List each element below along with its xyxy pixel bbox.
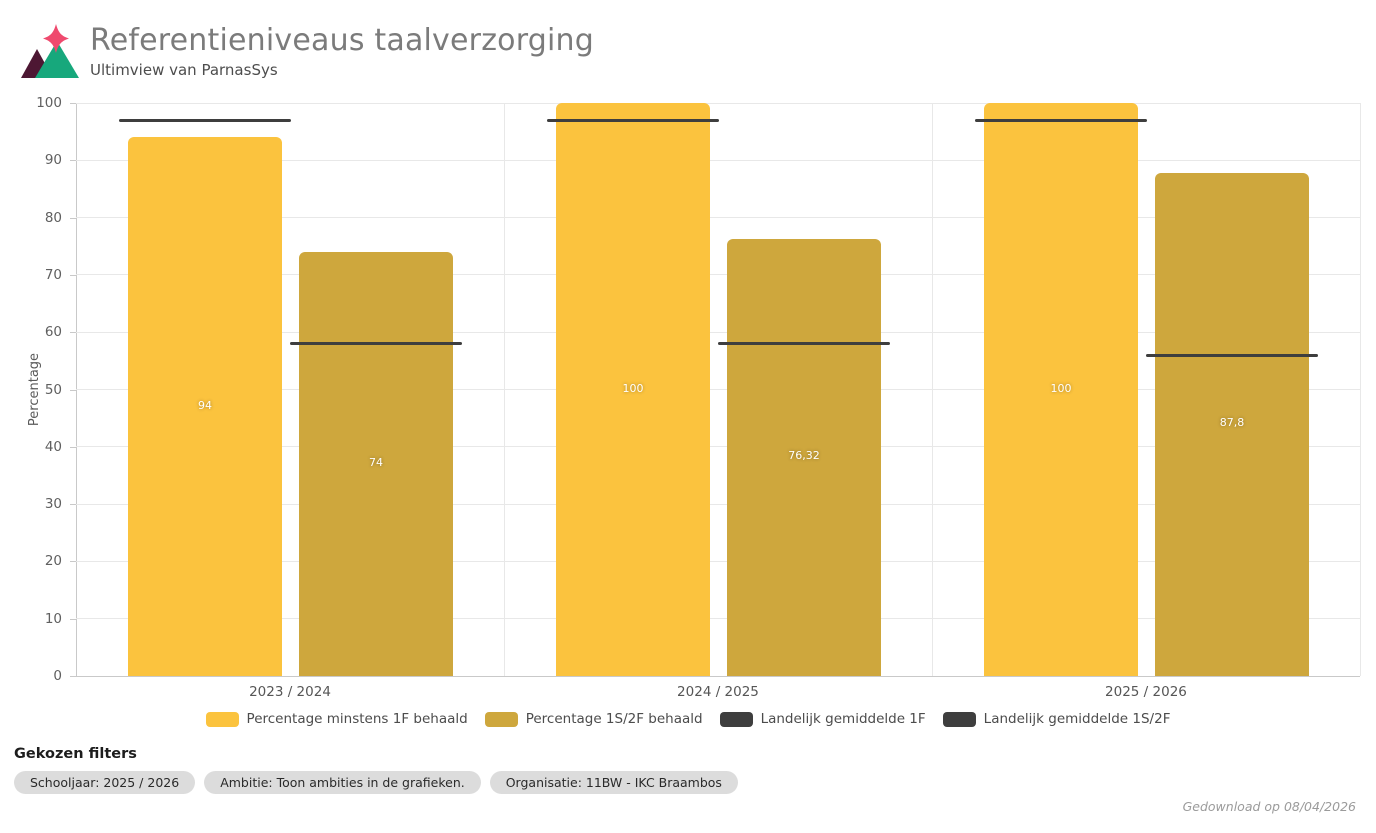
header-titles: Referentieniveaus taalverzorging Ultimvi…	[90, 22, 594, 79]
x-axis-labels: 2023 / 2024 2024 / 2025 2025 / 2026	[76, 684, 1360, 700]
gridline	[76, 560, 1360, 562]
download-note: Gedownload op 08/04/2026	[1182, 799, 1356, 814]
filter-chips: Schooljaar: 2025 / 2026 Ambitie: Toon am…	[14, 771, 738, 794]
gridline	[76, 102, 1360, 104]
legend-swatch-1f-behaald	[205, 711, 239, 727]
bar-1s2f-1	[727, 238, 881, 676]
y-tick-mark	[70, 618, 76, 620]
x-axis-label-2023-2024: 2023 / 2024	[249, 684, 331, 700]
gridline	[76, 503, 1360, 505]
y-tick-mark	[70, 217, 76, 219]
legend-item-landelijk-1s2f: Landelijk gemiddelde 1S/2F	[942, 711, 1171, 727]
legend-swatch-landelijk-1s2f	[942, 711, 976, 727]
bar-value-label: 94	[198, 398, 212, 412]
category-separator	[931, 103, 933, 676]
gridline	[76, 389, 1360, 390]
y-tick-mark	[70, 676, 76, 677]
y-tick-mark	[70, 504, 76, 506]
category-separator	[1359, 103, 1361, 676]
ultimview-logo	[21, 24, 79, 78]
bar-value-label: 100	[1050, 381, 1072, 395]
bar-1s2f-2	[1155, 172, 1309, 676]
y-tick-label: 70	[44, 266, 62, 283]
bar-value-label: 100	[622, 381, 644, 395]
national-average-line-1s2f-0	[290, 342, 462, 346]
bar-value-label: 74	[369, 455, 383, 469]
y-tick-mark	[70, 160, 76, 162]
legend-label: Landelijk gemiddelde 1F	[760, 711, 926, 727]
legend-swatch-1s2f-behaald	[484, 711, 518, 727]
y-tick-label: 30	[44, 496, 62, 513]
legend-item-1f-behaald: Percentage minstens 1F behaald	[205, 711, 468, 727]
logo-teal-mountain	[35, 41, 79, 78]
bar-value-label: 87,8	[1219, 416, 1245, 430]
legend-item-landelijk-1f: Landelijk gemiddelde 1F	[719, 711, 926, 727]
page-title: Referentieniveaus taalverzorging	[90, 23, 594, 58]
y-tick-mark	[70, 561, 76, 563]
filter-chip-ambitie: Ambitie: Toon ambities in de grafieken.	[204, 771, 481, 794]
bar-1s2f-0	[299, 251, 453, 676]
y-axis-ticks: 0 10 20 30 40 50 60 70 80 90 100	[0, 95, 76, 684]
gridline	[76, 618, 1360, 620]
plot-area: 94 74 100 76,32 100 87,8	[76, 102, 1361, 677]
y-tick-label: 100	[36, 95, 62, 111]
bar-1f-2	[984, 103, 1138, 676]
gridline	[76, 446, 1360, 448]
national-average-line-1f-0	[119, 118, 291, 122]
y-tick-label: 90	[44, 152, 62, 169]
national-average-line-1f-2	[975, 118, 1147, 122]
y-tick-mark	[70, 389, 76, 391]
y-tick-label: 80	[44, 209, 62, 226]
legend-swatch-landelijk-1f	[719, 711, 753, 727]
national-average-line-1s2f-1	[718, 342, 890, 346]
y-tick-label: 60	[44, 324, 62, 341]
y-tick-mark	[70, 332, 76, 334]
national-average-line-1s2f-2	[1146, 353, 1318, 357]
gridline	[76, 331, 1360, 333]
bar-value-label: 76,32	[788, 449, 820, 463]
page-subtitle: Ultimview van ParnasSys	[90, 60, 278, 79]
y-tick-label: 40	[44, 438, 62, 455]
x-axis-label-2025-2026: 2025 / 2026	[1105, 684, 1187, 700]
y-tick-mark	[70, 103, 76, 104]
x-axis-line	[76, 676, 1360, 677]
filters-title: Gekozen filters	[14, 746, 137, 762]
x-axis-label-2024-2025: 2024 / 2025	[677, 684, 759, 700]
chosen-filters: Gekozen filters Schooljaar: 2025 / 2026 …	[14, 746, 738, 794]
gridline	[76, 274, 1360, 276]
category-separator	[503, 103, 505, 676]
y-tick-mark	[70, 446, 76, 448]
legend-label: Landelijk gemiddelde 1S/2F	[983, 711, 1171, 727]
legend-item-1s2f-behaald: Percentage 1S/2F behaald	[484, 711, 703, 727]
y-tick-label: 50	[44, 381, 62, 398]
report-header: Referentieniveaus taalverzorging Ultimvi…	[18, 22, 594, 84]
legend-label: Percentage 1S/2F behaald	[525, 711, 703, 727]
chart-legend: Percentage minstens 1F behaald Percentag…	[0, 711, 1376, 727]
logo-sparkle-icon	[43, 24, 69, 53]
legend-label: Percentage minstens 1F behaald	[246, 711, 468, 727]
y-tick-mark	[70, 274, 76, 276]
bar-1f-0	[128, 137, 282, 676]
y-tick-label: 20	[44, 553, 62, 570]
filter-chip-organisatie: Organisatie: 11BW - IKC Braambos	[489, 771, 738, 794]
national-average-line-1f-1	[547, 118, 719, 122]
gridline	[76, 217, 1360, 219]
filter-chip-schooljaar: Schooljaar: 2025 / 2026	[14, 771, 196, 794]
gridline	[76, 159, 1360, 161]
y-tick-label: 0	[53, 668, 62, 684]
y-tick-label: 10	[44, 610, 62, 627]
bar-1f-1	[556, 103, 710, 676]
